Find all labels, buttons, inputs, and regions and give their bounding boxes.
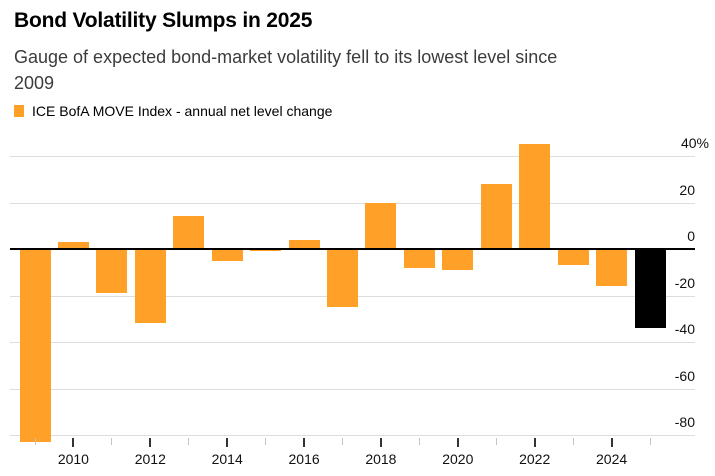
y-label--40: -40 [674,321,695,337]
y-label-0: 0 [687,228,695,244]
x-tick-2013 [188,438,190,445]
y-label--20: -20 [674,275,695,291]
x-tick-2024 [610,438,613,447]
bar-2015 [250,249,282,252]
bar-2012 [134,249,166,324]
bar-2017 [327,249,358,308]
x-tick-2016 [303,438,306,447]
bar-2016 [288,239,320,249]
bar-2025 [634,249,666,329]
chart-subtitle: Gauge of expected bond-market volatility… [14,44,704,96]
bar-2011 [96,249,128,294]
x-label-2014: 2014 [211,451,243,467]
x-tick-2020 [456,438,459,447]
x-tick-2025 [649,438,651,445]
bar-2009 [19,249,51,442]
bar-2019 [403,249,435,268]
x-tick-2012 [149,438,152,447]
bar-2010 [57,242,89,249]
gridline-40 [10,156,695,157]
chart-subtitle-line-2: 2009 [14,73,55,93]
x-tick-2011 [111,438,113,445]
x-tick-2019 [418,438,420,445]
x-label-2018: 2018 [365,451,397,467]
gridline-20 [10,203,695,204]
y-label-40: 40% [680,135,709,151]
x-tick-2021 [495,438,497,445]
x-label-2012: 2012 [134,451,166,467]
chart-subtitle-line-1: Gauge of expected bond-market volatility… [14,47,558,67]
x-label-2016: 2016 [288,451,320,467]
legend-swatch-icon [14,105,24,117]
x-tick-2014 [226,438,229,447]
y-label-20: 20 [679,182,695,198]
gridline--80 [10,435,695,436]
x-tick-2018 [379,438,382,447]
gridline--40 [10,342,695,343]
bar-2022 [519,144,551,249]
x-label-2010: 2010 [57,451,89,467]
x-tick-2010 [72,438,75,447]
x-label-2020: 2020 [442,451,474,467]
x-tick-2022 [533,438,536,447]
zero-line [10,248,695,250]
x-tick-2023 [572,438,574,445]
x-label-2024: 2024 [596,451,628,467]
legend-label: ICE BofA MOVE Index - annual net level c… [32,103,333,119]
bar-2024 [596,249,628,287]
y-label--60: -60 [674,368,695,384]
x-label-2022: 2022 [519,451,551,467]
bar-2014 [211,249,243,261]
gridline--60 [10,389,695,390]
bar-2021 [480,183,512,249]
bar-2018 [365,202,397,249]
x-tick-2015 [265,438,267,445]
x-tick-2017 [342,438,343,445]
bar-2023 [557,249,589,266]
y-label--80: -80 [674,414,695,430]
x-tick-2009 [34,438,36,445]
legend: ICE BofA MOVE Index - annual net level c… [14,103,332,119]
chart-title: Bond Volatility Slumps in 2025 [14,9,313,32]
bar-2013 [173,216,205,249]
bar-2020 [442,249,474,270]
